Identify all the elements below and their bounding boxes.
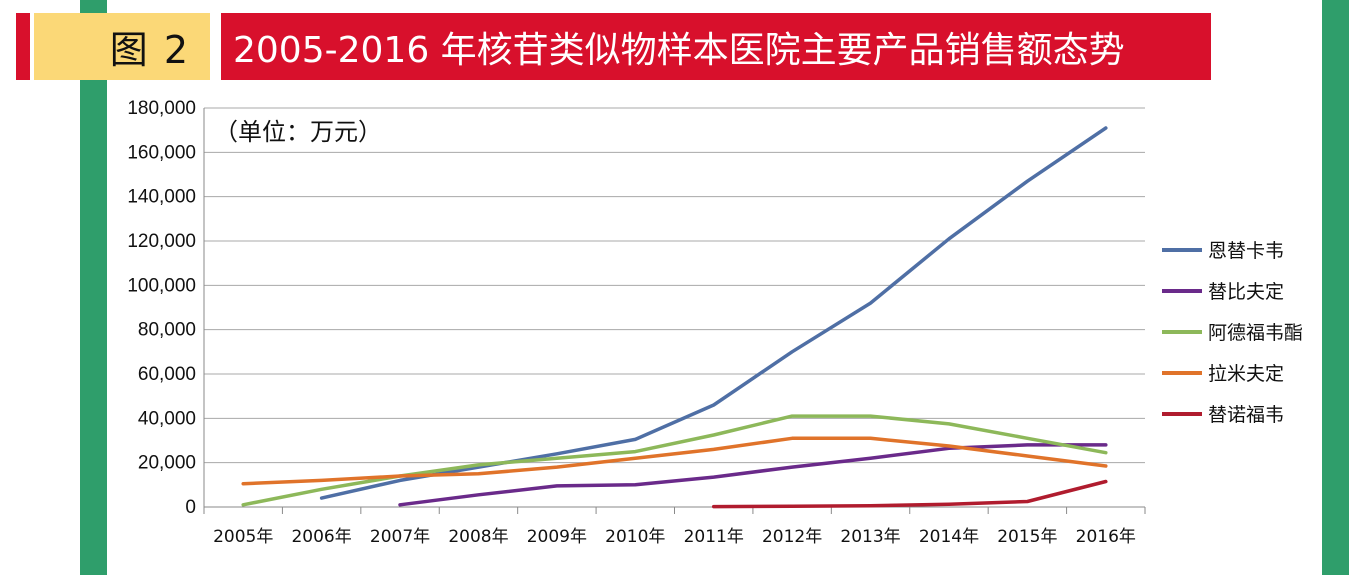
y-tick-label: 100,000 <box>127 275 196 296</box>
chart-title: 2005-2016 年核苷类似物样本医院主要产品销售额态势 <box>221 13 1211 80</box>
series-line <box>241 436 1108 486</box>
x-tick-label: 2008年 <box>448 527 508 547</box>
x-tick-label: 2014年 <box>919 527 979 547</box>
header-accent-bar <box>16 13 30 80</box>
unit-label: （单位：万元） <box>214 118 382 146</box>
x-tick-label: 2005年 <box>213 527 273 547</box>
legend-label: 拉米夫定 <box>1208 363 1284 385</box>
y-tick-label: 40,000 <box>138 408 196 429</box>
chart-area: 0 20,000 40,000 60,000 80,000 100,000 120,000 1… <box>107 88 1322 575</box>
legend-label: 替比夫定 <box>1208 281 1284 303</box>
x-tick-label: 2016年 <box>1076 527 1136 547</box>
legend-label: 阿德福韦酯 <box>1208 322 1303 344</box>
x-tick-label: 2011年 <box>684 527 744 547</box>
y-tick-label: 80,000 <box>138 320 196 341</box>
y-tick-label: 20,000 <box>138 453 196 474</box>
y-tick-label: 180,000 <box>127 98 196 119</box>
left-decor-band <box>80 0 107 575</box>
series-line <box>711 479 1108 509</box>
x-tick-label: 2009年 <box>527 527 587 547</box>
series-line <box>319 126 1108 500</box>
x-tick-label: 2013年 <box>840 527 900 547</box>
legend-label: 恩替卡韦 <box>1208 240 1284 262</box>
right-decor-band <box>1322 0 1349 575</box>
y-tick-label: 160,000 <box>127 142 196 163</box>
series-line <box>398 443 1108 507</box>
y-tick-label: 120,000 <box>127 231 196 252</box>
x-tick-label: 2015年 <box>997 527 1057 547</box>
y-tick-label: 60,000 <box>138 364 196 385</box>
y-tick-label: 0 <box>185 497 196 518</box>
x-tick-label: 2012年 <box>762 527 822 547</box>
y-tick-label: 140,000 <box>127 187 196 208</box>
x-tick-label: 2010年 <box>605 527 665 547</box>
line-chart: 0 20,000 40,000 60,000 80,000 100,000 120,000 1… <box>127 98 1303 547</box>
x-tick-label: 2006年 <box>291 527 351 547</box>
series-line <box>241 414 1108 507</box>
legend-label: 替诺福韦 <box>1208 404 1284 426</box>
figure-label: 图 2 <box>34 13 210 80</box>
x-tick-label: 2007年 <box>370 527 430 547</box>
